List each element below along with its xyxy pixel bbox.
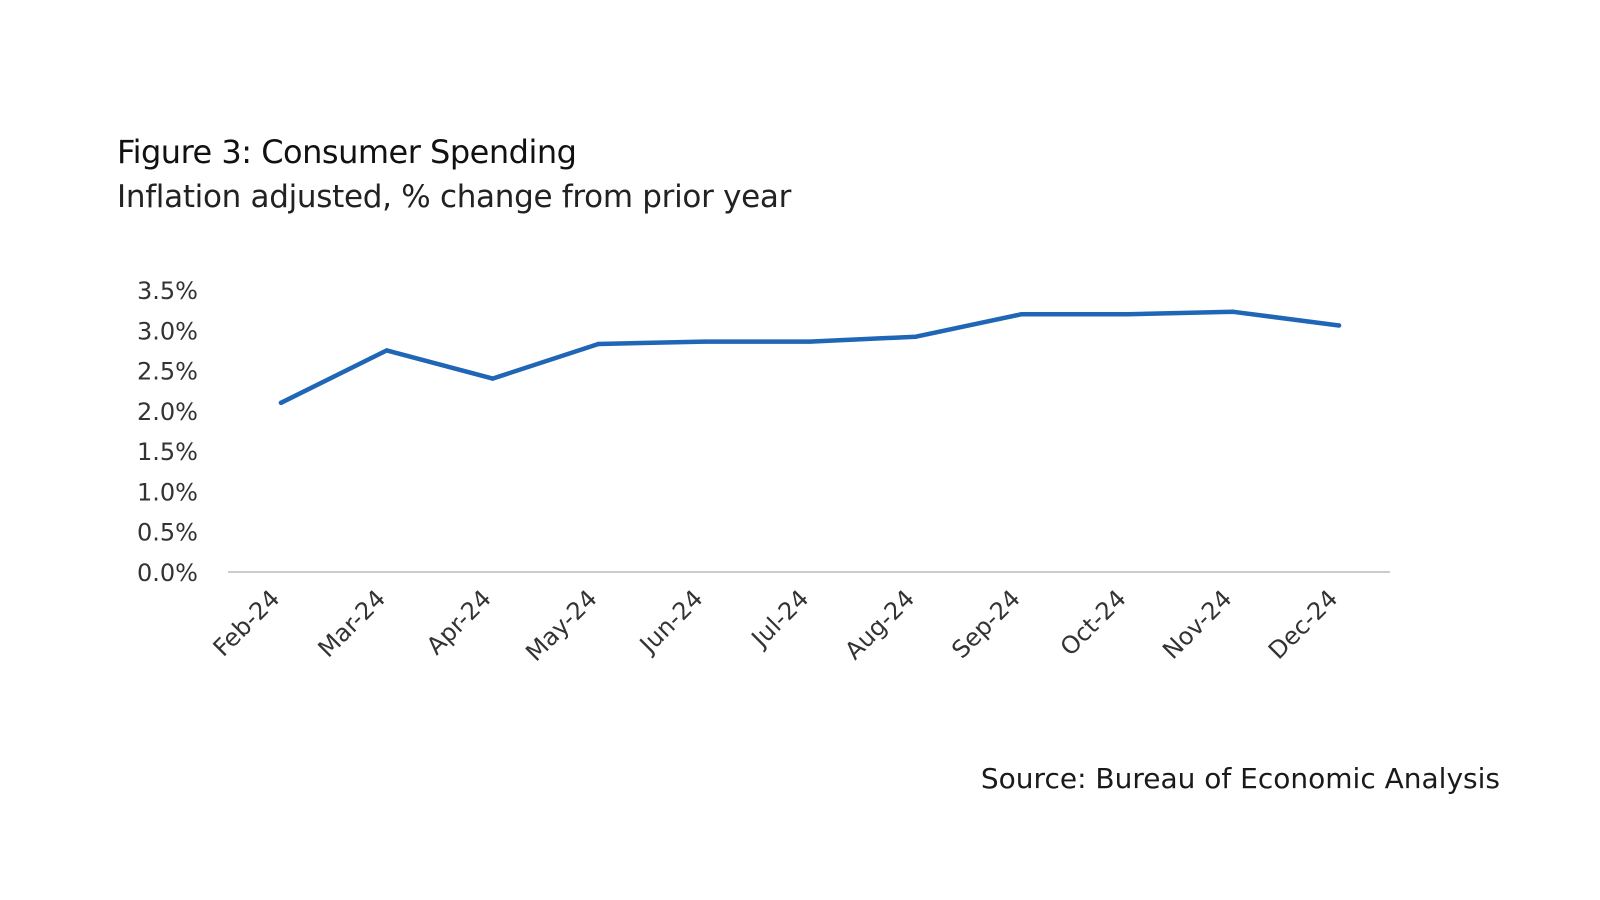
y-tick-label: 3.5% [137, 277, 198, 305]
data-point [702, 339, 707, 344]
data-point [278, 400, 284, 405]
x-tick-label: Apr-24 [421, 584, 497, 660]
data-point [1125, 311, 1130, 317]
data-point [490, 376, 495, 381]
y-tick-label: 3.0% [137, 317, 198, 345]
y-tick-label: 0.0% [137, 559, 198, 587]
y-tick-label: 2.5% [137, 358, 198, 386]
series-line [278, 309, 1342, 406]
y-tick-label: 2.0% [137, 398, 198, 426]
data-point [1336, 323, 1342, 328]
data-point [1019, 311, 1024, 317]
chart-title: Figure 3: Consumer Spending [117, 133, 577, 171]
x-tick-label: Feb-24 [208, 584, 286, 662]
x-tick-label: Mar-24 [313, 584, 391, 662]
y-tick-label: 0.5% [137, 519, 198, 547]
x-tick-label: Dec-24 [1263, 584, 1343, 664]
x-tick-label: Aug-24 [839, 584, 920, 665]
source-note: Source: Bureau of Economic Analysis [980, 762, 1500, 795]
data-point [913, 334, 918, 339]
x-tick-label: May-24 [520, 584, 602, 666]
x-tick-label: Oct-24 [1055, 584, 1132, 661]
x-tick-label: Nov-24 [1157, 584, 1237, 664]
data-point [384, 348, 389, 353]
data-point [1231, 309, 1236, 314]
data-point [596, 341, 601, 347]
y-tick-label: 1.0% [137, 478, 198, 506]
x-tick-label: Jul-24 [745, 584, 814, 653]
data-point [807, 339, 813, 344]
y-tick-label: 1.5% [137, 438, 198, 466]
x-tick-label: Jun-24 [633, 584, 708, 659]
chart-subtitle: Inflation adjusted, % change from prior … [117, 179, 792, 215]
x-tick-label: Sep-24 [946, 584, 1026, 664]
